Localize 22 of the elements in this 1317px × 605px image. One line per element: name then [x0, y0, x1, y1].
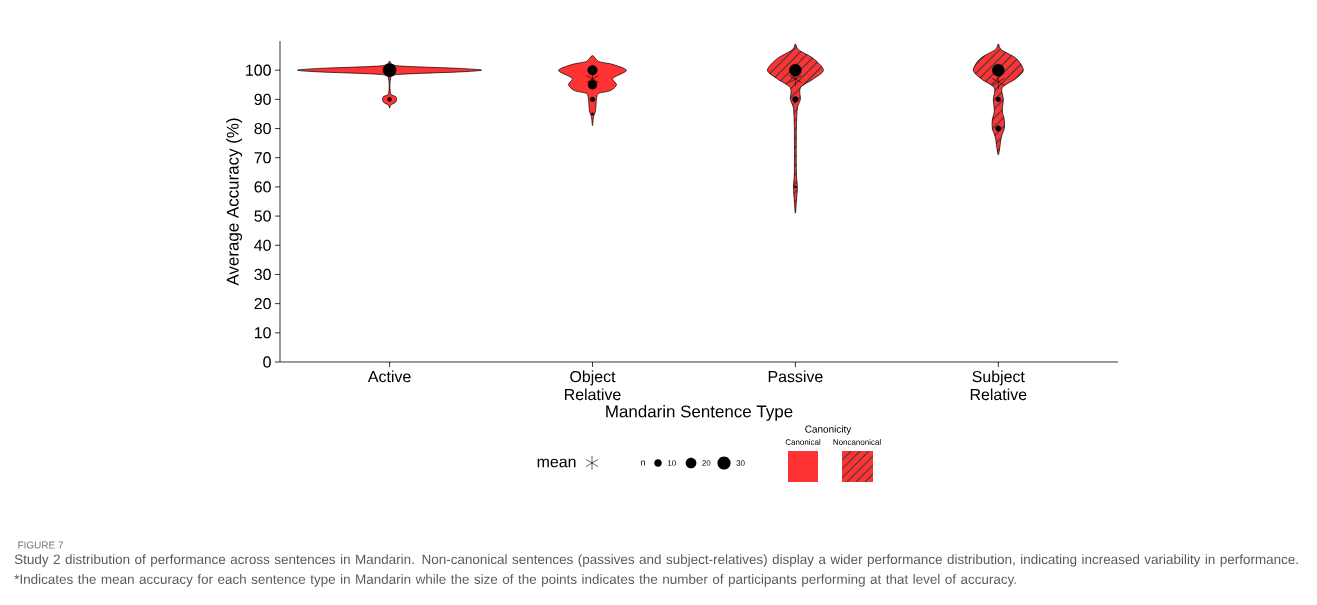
y-tick-label: 90	[254, 93, 271, 105]
y-tick-label: 10	[254, 327, 271, 339]
x-tick-label: Subject Relative	[970, 370, 1027, 401]
y-axis-title: Average Accuracy (%)	[226, 118, 243, 286]
x-tick-label: Passive	[768, 370, 823, 383]
x-tick-label: Object Relative	[565, 370, 621, 401]
caption: FIGURE 7	[18, 541, 63, 549]
x-tick-label: Active	[367, 370, 411, 383]
text: Study 2 distribution of performance across sentences in Mandarin. Non-canonical sentences (passives and subject-relatives) display a wider performance distribution, indicating increased variability in performance. *Indicates the mean accuracy for each sentence type in Mandarin while the size of the points indicates the number of participants performing at that level of accuracy.	[14, 554, 1298, 587]
y-tick-label: 80	[254, 122, 271, 135]
y-tick-label: 20	[254, 298, 271, 310]
y-tick-label: 30	[254, 268, 271, 281]
text: n	[641, 460, 645, 466]
y-tick-label: 50	[254, 210, 271, 222]
y-tick-label: 100	[246, 64, 271, 76]
text: Canonicity	[805, 425, 852, 435]
x-axis-title: Mandarin Sentence Type	[606, 405, 793, 421]
legend-label: mean	[537, 458, 576, 468]
y-tick-label: 0	[263, 356, 271, 368]
y-tick-label: 40	[254, 239, 271, 251]
y-tick-label: 60	[254, 181, 271, 193]
y-tick-label: 70	[254, 152, 271, 164]
